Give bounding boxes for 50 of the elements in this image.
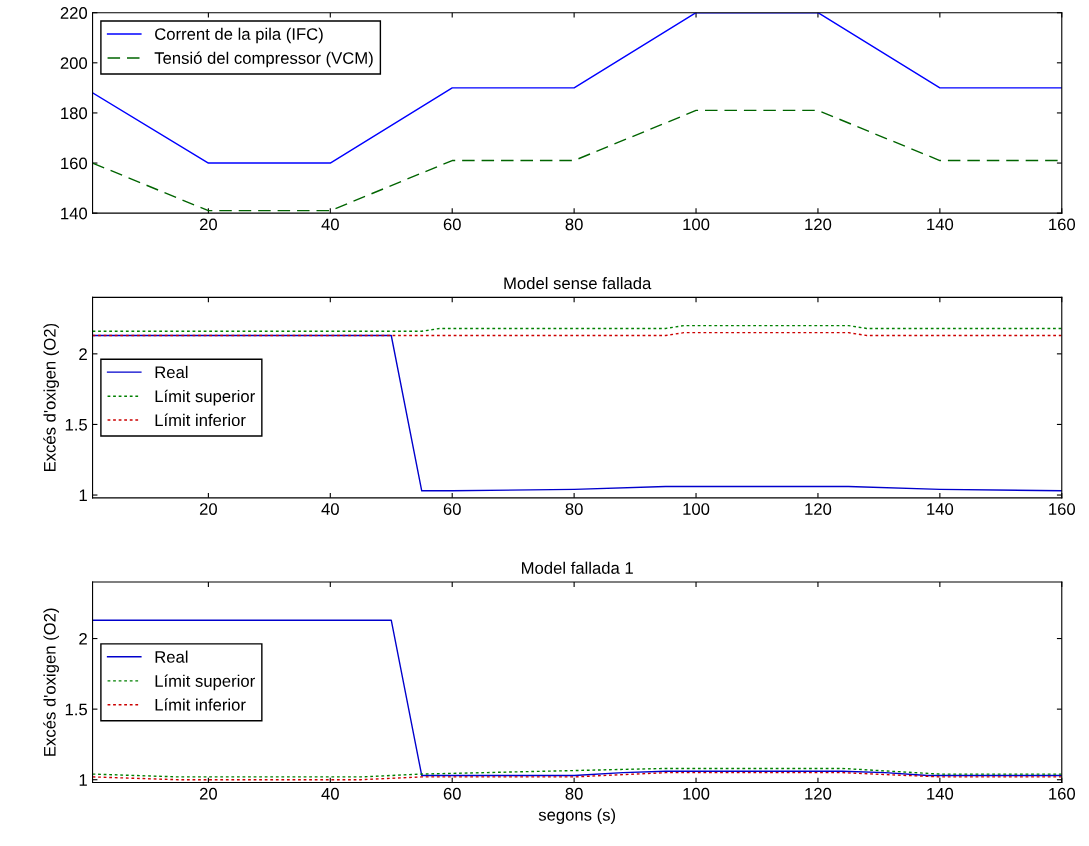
y-tick-label: 140 bbox=[61, 207, 88, 220]
x-tick-label: 120 bbox=[805, 503, 832, 515]
x-tick-label: 60 bbox=[443, 218, 461, 231]
y-tick-label: 160 bbox=[61, 157, 88, 170]
line-series bbox=[92, 334, 1062, 492]
legend-label: Límit superior bbox=[155, 674, 255, 691]
x-tick-label: 40 bbox=[321, 787, 339, 800]
x-tick-label: 80 bbox=[565, 218, 583, 231]
legend-label: Real bbox=[155, 365, 188, 379]
x-tick-label: 60 bbox=[443, 787, 461, 800]
x-tick-label: 80 bbox=[565, 503, 583, 515]
x-tick-label: 120 bbox=[805, 218, 832, 231]
x-tick-label: 100 bbox=[683, 218, 710, 231]
y-axis-title: Excés d'oxigen (O2) bbox=[43, 608, 59, 756]
legend-label: Real bbox=[155, 650, 188, 663]
legend-label: Tensió del compressor (VCM) bbox=[154, 51, 373, 68]
chart-title: Model fallada 1 bbox=[522, 561, 633, 574]
legend-label: Límit inferior bbox=[155, 698, 246, 711]
x-tick-label: 160 bbox=[1049, 787, 1076, 800]
y-tick-label: 1 bbox=[79, 774, 87, 786]
legend-label: Corrent de la pila (IFC) bbox=[155, 27, 323, 44]
x-tick-label: 120 bbox=[805, 787, 832, 800]
x-tick-label: 20 bbox=[199, 503, 217, 515]
x-tick-label: 100 bbox=[683, 787, 710, 800]
y-tick-label: 1.5 bbox=[65, 703, 88, 716]
x-tick-label: 80 bbox=[565, 787, 583, 800]
x-tick-label: 160 bbox=[1049, 218, 1076, 231]
x-tick-label: 60 bbox=[443, 503, 461, 515]
x-tick-label: 40 bbox=[321, 503, 339, 515]
x-tick-label: 160 bbox=[1049, 503, 1076, 515]
x-axis-title: segons (s) bbox=[538, 808, 616, 825]
legend-label: Límit inferior bbox=[155, 413, 246, 427]
legend-label: Límit superior bbox=[155, 389, 255, 406]
x-tick-label: 100 bbox=[683, 503, 710, 515]
x-tick-label: 140 bbox=[927, 503, 954, 515]
y-tick-label: 200 bbox=[60, 57, 88, 70]
x-tick-label: 20 bbox=[199, 787, 217, 800]
x-tick-label: 20 bbox=[199, 218, 217, 231]
y-tick-label: 180 bbox=[61, 107, 88, 120]
y-tick-label: 2 bbox=[79, 348, 87, 360]
y-tick-label: 2 bbox=[79, 632, 87, 645]
x-tick-label: 40 bbox=[321, 218, 339, 231]
chart-title: Model sense fallada bbox=[504, 276, 652, 290]
y-tick-label: 220 bbox=[60, 7, 88, 19]
x-tick-label: 140 bbox=[927, 218, 954, 231]
y-axis-title: Excés d'oxigen (O2) bbox=[43, 323, 59, 472]
y-tick-label: 1 bbox=[79, 489, 87, 502]
y-tick-label: 1.5 bbox=[65, 419, 88, 431]
x-tick-label: 140 bbox=[927, 787, 954, 800]
line-series bbox=[92, 619, 1062, 777]
